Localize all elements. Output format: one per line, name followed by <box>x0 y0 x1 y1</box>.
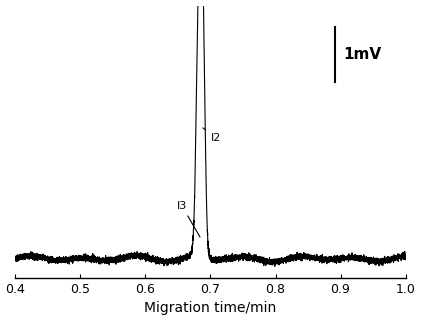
Text: I3: I3 <box>177 201 200 237</box>
X-axis label: Migration time/min: Migration time/min <box>144 301 277 316</box>
Text: 1mV: 1mV <box>343 47 381 62</box>
Text: I2: I2 <box>203 128 221 143</box>
